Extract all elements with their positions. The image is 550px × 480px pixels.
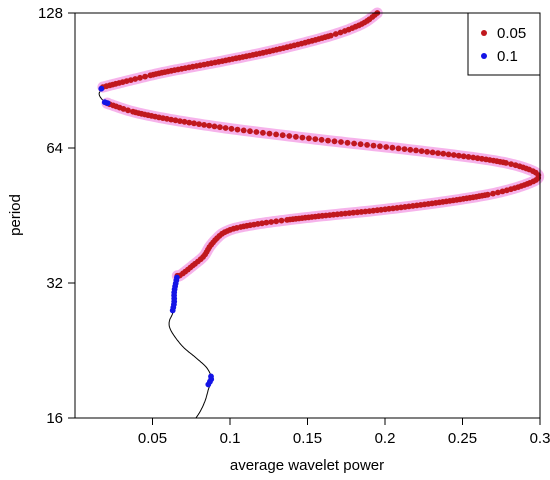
significance-point-0.05 [460, 153, 467, 160]
significance-point-0.05 [479, 155, 485, 162]
y-tick-label: 16 [46, 410, 63, 427]
significance-point-0.05 [318, 136, 325, 143]
significance-point-0.05 [445, 151, 452, 158]
significance-point-0.05 [424, 148, 430, 155]
significance-point-0.05 [364, 142, 370, 148]
significance-point-0.05 [370, 142, 377, 149]
significance-point-0.1 [101, 99, 108, 106]
x-tick-label: 0.25 [448, 430, 477, 447]
significance-point-0.05 [331, 138, 338, 145]
significance-point-0.05 [435, 150, 441, 157]
significance-point-0.05 [196, 121, 202, 127]
significance-point-0.05 [440, 150, 447, 157]
significance-point-0.05 [465, 154, 472, 160]
significance-point-0.05 [247, 128, 253, 135]
significance-points-layer [97, 7, 545, 388]
significance-point-0.05 [484, 191, 491, 198]
significance-point-0.05 [306, 135, 312, 142]
significance-point-0.05 [259, 220, 265, 227]
significance-point-0.05 [401, 146, 408, 153]
significance-point-0.05 [312, 136, 319, 143]
significance-point-0.05 [429, 149, 436, 156]
significance-point-0.05 [125, 107, 131, 114]
significance-point-0.05 [470, 154, 477, 161]
significance-point-0.05 [191, 120, 197, 127]
significance-point-0.05 [137, 74, 143, 81]
legend-label-0.1: 0.1 [497, 48, 518, 65]
significance-point-0.05 [211, 123, 218, 130]
significance-point-0.05 [327, 32, 334, 39]
significance-point-0.05 [172, 117, 179, 124]
significance-point-0.05 [512, 162, 519, 169]
x-tick-label: 0.15 [293, 430, 322, 447]
significance-point-0.05 [407, 146, 414, 153]
significance-point-0.05 [293, 133, 299, 140]
significance-point-0.05 [186, 119, 193, 126]
significance-point-0.1 [98, 85, 105, 92]
significance-point-0.05 [325, 137, 331, 144]
significance-point-0.05 [240, 127, 247, 134]
significance-point-0.05 [338, 139, 344, 145]
significance-point-0.05 [228, 125, 235, 132]
significance-point-0.05 [455, 152, 462, 159]
significance-point-0.05 [177, 118, 183, 124]
significance-point-0.05 [495, 189, 501, 196]
legend-marker-0.1 [481, 53, 487, 59]
significance-point-0.05 [278, 217, 285, 224]
x-tick-label: 0.2 [375, 430, 396, 447]
y-tick-label: 64 [46, 140, 63, 157]
x-tick-label: 0.3 [530, 430, 550, 447]
significance-point-0.05 [253, 129, 260, 135]
significance-point-0.05 [344, 139, 351, 146]
significance-point-0.05 [217, 124, 223, 131]
significance-point-0.05 [132, 76, 139, 82]
significance-point-0.05 [263, 219, 270, 226]
significance-point-0.05 [332, 31, 339, 37]
x-tick-label: 0.1 [220, 430, 241, 447]
significance-point-0.05 [279, 132, 286, 139]
significance-point-0.05 [260, 129, 266, 136]
significance-point-0.05 [413, 147, 419, 154]
y-axis: 16 32 64 128 [38, 5, 75, 427]
significance-point-0.05 [383, 144, 390, 150]
x-axis-title: average wavelet power [230, 457, 384, 474]
significance-point-0.05 [268, 219, 275, 225]
significance-point-0.05 [222, 125, 229, 131]
significance-point-0.05 [395, 145, 402, 152]
significance-point-0.05 [206, 122, 213, 129]
significance-point-0.05 [142, 73, 149, 80]
significance-point-0.05 [130, 108, 136, 115]
significance-point-0.05 [377, 143, 383, 150]
significance-point-0.05 [357, 141, 364, 148]
significance-point-0.05 [201, 122, 208, 128]
legend-box [467, 12, 541, 76]
significance-point-0.05 [389, 144, 396, 151]
significance-halo-0.05 [101, 97, 545, 282]
legend: 0.05 0.1 [467, 12, 541, 76]
significance-point-0.05 [508, 161, 514, 168]
significance-point-0.1 [174, 274, 180, 281]
y-axis-title: period [7, 194, 24, 236]
significance-point-0.05 [127, 77, 134, 83]
y-tick-label: 128 [38, 5, 63, 22]
significance-point-0.05 [418, 148, 425, 155]
significance-point-0.05 [351, 140, 357, 147]
significance-point-0.05 [299, 134, 306, 141]
significance-point-0.05 [286, 133, 293, 139]
significance-point-0.1 [208, 373, 214, 380]
x-axis: 0.05 0.1 0.15 0.2 0.25 0.3 [138, 418, 550, 447]
significance-point-0.05 [181, 118, 188, 125]
legend-label-0.05: 0.05 [497, 25, 526, 42]
significance-point-0.05 [266, 130, 273, 137]
significance-point-0.05 [273, 131, 279, 138]
significance-point-0.05 [273, 218, 280, 225]
significance-point-0.05 [474, 155, 481, 162]
significance-point-0.05 [490, 190, 496, 197]
legend-marker-0.05 [481, 30, 487, 36]
y-tick-label: 32 [46, 275, 63, 292]
significance-point-0.05 [234, 126, 241, 133]
x-tick-label: 0.05 [138, 430, 167, 447]
significance-point-0.05 [450, 152, 457, 158]
